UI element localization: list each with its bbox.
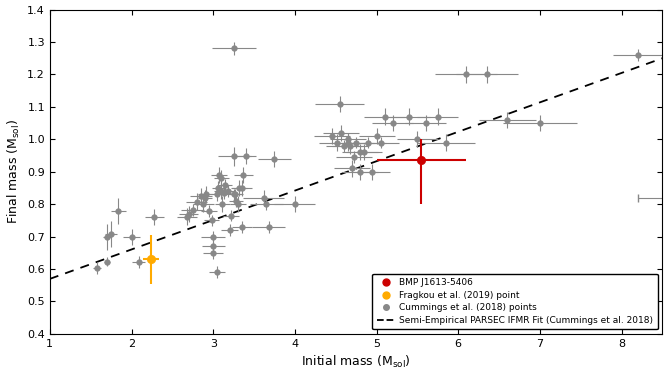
Legend: BMP J1613-5406, Fragkou et al. (2019) point, Cummings et al. (2018) points, Semi: BMP J1613-5406, Fragkou et al. (2019) po… bbox=[372, 274, 658, 329]
Y-axis label: Final mass (M$_\mathregular{sol}$): Final mass (M$_\mathregular{sol}$) bbox=[5, 119, 21, 224]
X-axis label: Initial mass (M$_\mathregular{sol}$): Initial mass (M$_\mathregular{sol}$) bbox=[301, 354, 411, 370]
